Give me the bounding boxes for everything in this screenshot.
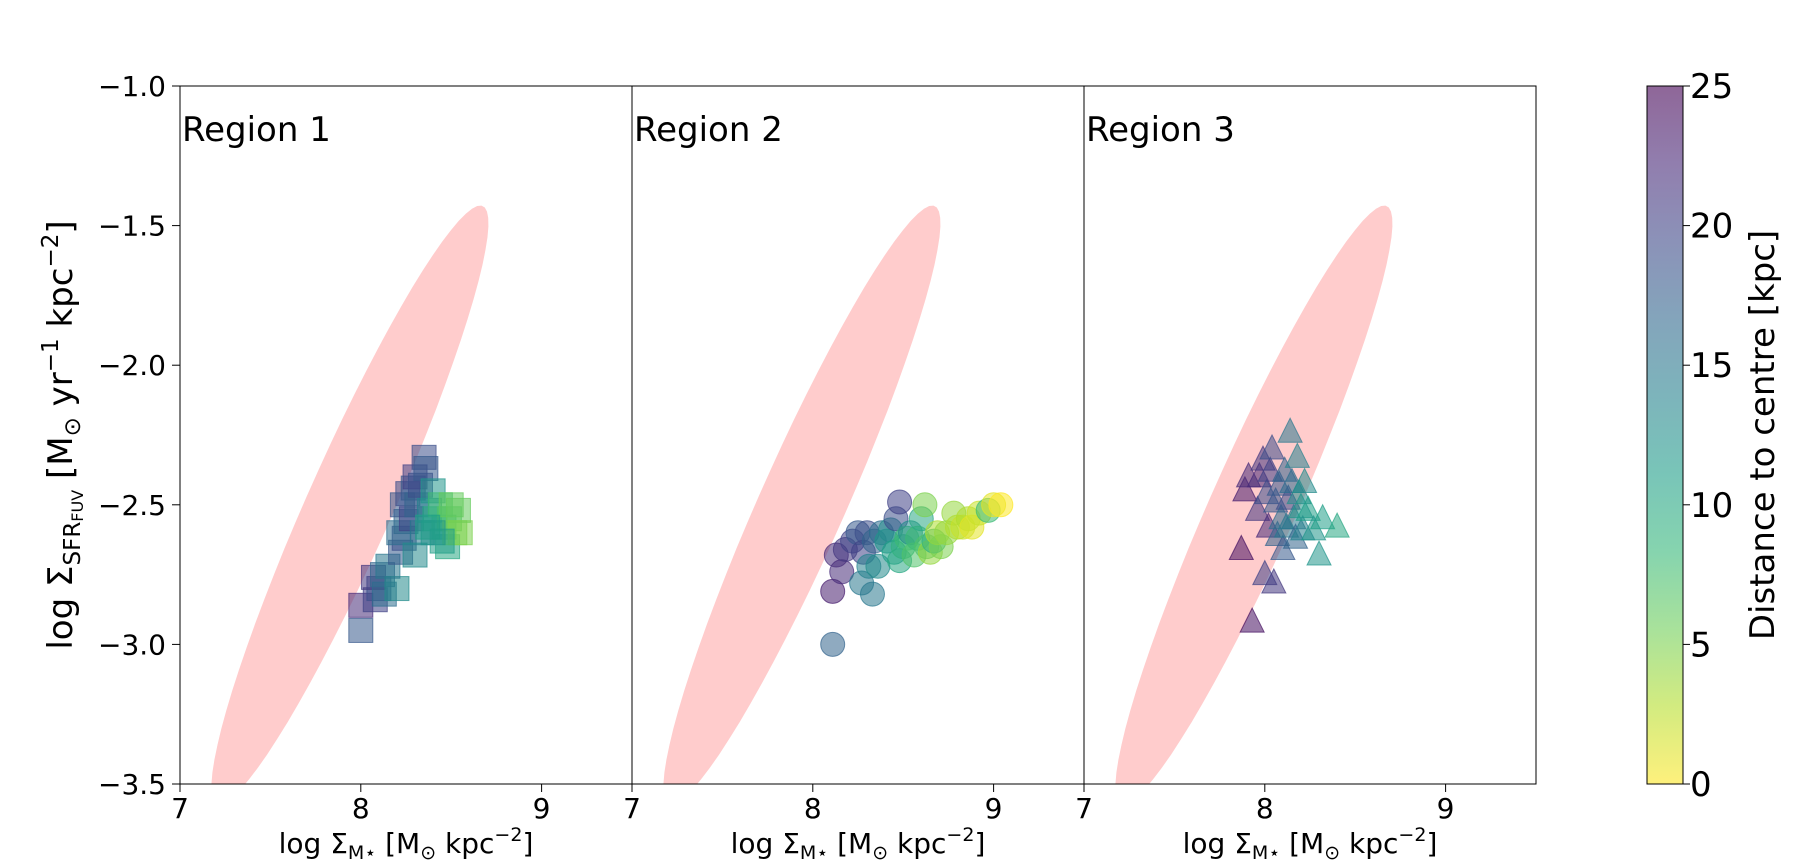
data-point xyxy=(413,456,439,482)
data-point xyxy=(384,576,410,602)
panel-2-title: Region 2 xyxy=(634,110,783,150)
x-tick-label: 8 xyxy=(1256,792,1274,825)
panel-1-ellipse-layer xyxy=(211,205,489,784)
data-point xyxy=(912,492,938,518)
panel-region-3: Region 3 7 8 9 log ΣM⋆ [M⊙ kpc−2] xyxy=(1075,85,1537,864)
data-point xyxy=(859,581,885,607)
data-point xyxy=(820,631,846,657)
panel-1-xlabel: log ΣM⋆ [M⊙ kpc−2] xyxy=(279,824,534,864)
panel-3-frame xyxy=(1083,85,1537,785)
data-point xyxy=(1277,417,1303,443)
data-point xyxy=(1324,512,1350,538)
panel-2-ellipse-layer xyxy=(663,205,941,784)
data-point xyxy=(1244,495,1271,521)
x-tick-label: 7 xyxy=(171,792,189,825)
colorbar-tick-label: 0 xyxy=(1690,765,1712,805)
x-tick-label: 8 xyxy=(804,792,822,825)
y-axis: −1.0 −1.5 −2.0 −2.5 −3.0 −3.5 xyxy=(98,70,180,801)
data-point xyxy=(348,617,374,643)
data-point xyxy=(1228,534,1255,560)
panel-2-xlabel: log ΣM⋆ [M⊙ kpc−2] xyxy=(731,824,986,864)
y-tick-label: −2.5 xyxy=(98,489,166,522)
panel-1-points-layer xyxy=(348,444,473,643)
data-point xyxy=(1259,433,1285,460)
reference-ellipse-2 xyxy=(663,205,941,784)
colorbar-frame xyxy=(1646,85,1684,785)
panel-3-points-layer xyxy=(1228,417,1350,633)
panel-2-xticks: 7 8 9 xyxy=(623,784,1003,825)
panel-2-points-layer xyxy=(820,489,1014,657)
colorbar-tick-label: 20 xyxy=(1690,207,1733,247)
data-point xyxy=(1284,442,1311,468)
panel-1-title: Region 1 xyxy=(182,110,331,150)
x-tick-label: 9 xyxy=(533,792,551,825)
colorbar-gradient xyxy=(1647,86,1683,784)
colorbar-label: Distance to centre [kpc] xyxy=(1743,230,1783,640)
data-point xyxy=(415,514,441,540)
y-tick-label: −2.0 xyxy=(98,349,166,382)
y-tick-label: −1.5 xyxy=(98,210,166,243)
data-point xyxy=(1261,567,1287,594)
panel-3-xticks: 7 8 9 xyxy=(1075,784,1455,825)
data-point xyxy=(1306,539,1332,566)
x-tick-label: 8 xyxy=(352,792,370,825)
data-point xyxy=(445,497,471,523)
colorbar-tick-label: 15 xyxy=(1690,346,1733,386)
x-tick-label: 9 xyxy=(985,792,1003,825)
x-tick-label: 9 xyxy=(1437,792,1455,825)
colorbar-tick-label: 25 xyxy=(1690,67,1733,107)
x-tick-label: 7 xyxy=(1075,792,1093,825)
colorbar-tick-label: 5 xyxy=(1690,625,1712,665)
y-tick-label: −1.0 xyxy=(98,70,166,103)
colorbar-ticks: 0 5 10 15 20 25 xyxy=(1683,67,1733,805)
colorbar: 0 5 10 15 20 25 Distance to centre [kpc] xyxy=(1646,67,1783,805)
data-point xyxy=(402,542,428,568)
data-point xyxy=(1291,467,1318,493)
x-tick-label: 7 xyxy=(623,792,641,825)
panel-region-2: Region 2 7 8 9 log ΣM⋆ [M⊙ kpc−2] xyxy=(623,85,1085,864)
y-tick-label: −3.0 xyxy=(98,628,166,661)
panel-3-xlabel: log ΣM⋆ [M⊙ kpc−2] xyxy=(1183,824,1438,864)
data-point xyxy=(1309,503,1336,530)
panel-3-title: Region 3 xyxy=(1086,110,1235,150)
data-point xyxy=(1295,495,1322,521)
data-point xyxy=(1239,606,1265,633)
reference-ellipse-1 xyxy=(211,205,489,784)
y-axis-label: log ΣSFRFUV [M⊙ yr−1 kpc−2] xyxy=(38,220,87,649)
data-point xyxy=(1232,475,1258,502)
panel-1-xticks: 7 8 9 xyxy=(171,784,551,825)
data-point xyxy=(988,492,1014,518)
colorbar-tick-label: 10 xyxy=(1690,486,1733,526)
panel-region-1: Region 1 7 8 9 log ΣM⋆ [M⊙ kpc−2] xyxy=(171,85,633,864)
data-point xyxy=(887,489,913,515)
y-tick-label: −3.5 xyxy=(98,768,166,801)
